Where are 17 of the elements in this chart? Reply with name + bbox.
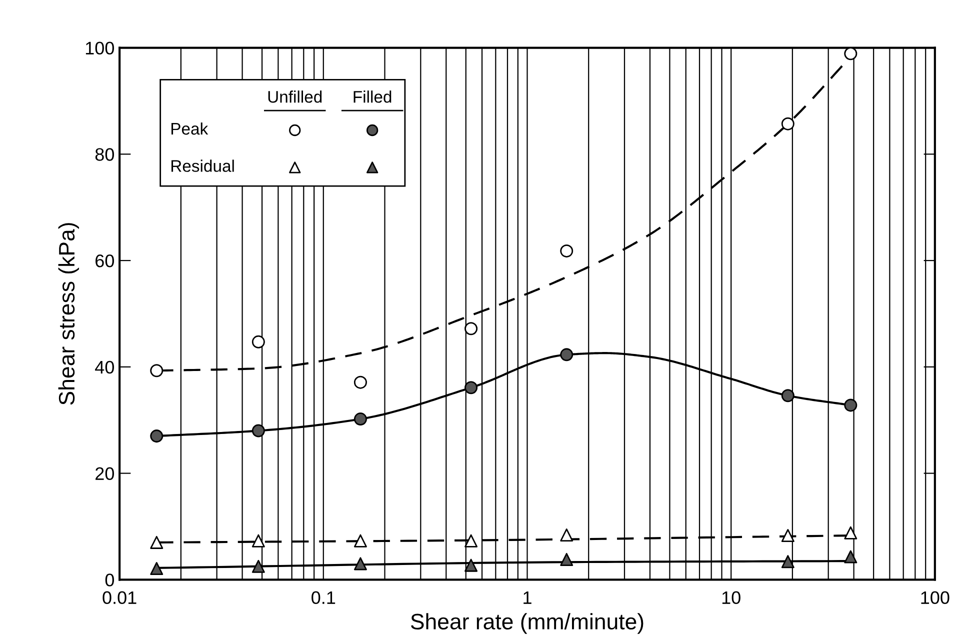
y-tick-label: 80 xyxy=(95,148,114,161)
y-tick-label: 60 xyxy=(96,254,114,268)
y-tick-label: 100 xyxy=(86,42,114,54)
x-tick-label: 1 xyxy=(524,591,532,604)
y-tick-label: 0 xyxy=(105,574,114,586)
y-tick-label: 20 xyxy=(96,467,114,480)
x-tick-label: 10 xyxy=(722,591,740,604)
annotation: Unfilled xyxy=(268,90,322,103)
x-tick-label: 0.01 xyxy=(102,591,136,604)
y-axis-title: Shear stress (kPa) xyxy=(58,223,80,405)
annotation: Residual xyxy=(171,160,234,172)
x-axis-title: Shear rate (mm/minute) xyxy=(410,613,644,634)
y-tick-label: 40 xyxy=(95,360,114,374)
x-tick-label: 0.1 xyxy=(312,591,336,604)
annotation: Filled xyxy=(354,90,392,103)
x-tick-label: 100 xyxy=(921,591,950,604)
annotation: Peak xyxy=(171,122,208,135)
